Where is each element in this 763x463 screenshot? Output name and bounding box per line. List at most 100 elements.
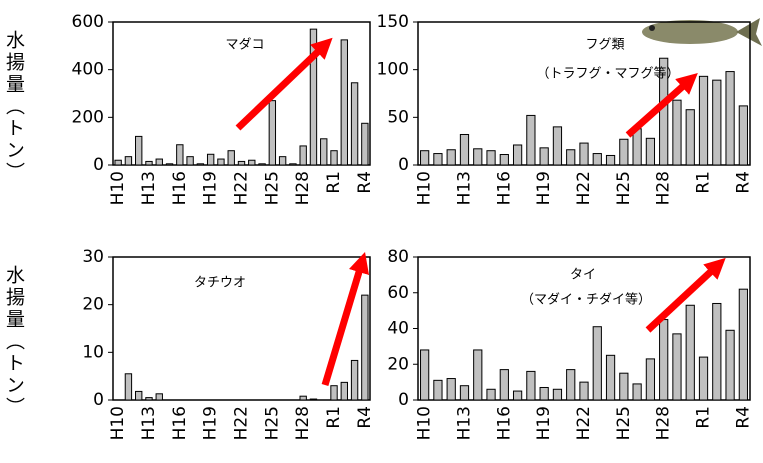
bar	[527, 371, 535, 400]
bar	[125, 374, 131, 400]
bar	[156, 394, 162, 400]
bar	[673, 334, 681, 400]
panel-title: タイ	[570, 268, 596, 283]
x-tick-label: R4	[733, 171, 753, 194]
bar	[513, 391, 521, 400]
x-tick-label: H19	[201, 171, 221, 205]
bar	[487, 151, 495, 165]
y-tick-label: 40	[387, 319, 409, 339]
bar	[269, 101, 275, 165]
bar	[351, 83, 357, 165]
y-tick-label: 600	[72, 12, 104, 32]
bar	[125, 157, 131, 165]
x-tick-label: R4	[355, 406, 375, 429]
bar	[187, 157, 193, 165]
bar	[620, 139, 628, 165]
bar	[739, 289, 747, 400]
bar	[421, 350, 429, 400]
bar	[218, 159, 224, 165]
x-tick-label: H25	[614, 171, 634, 205]
bar	[726, 330, 734, 400]
x-tick-label: R1	[324, 171, 344, 194]
bar	[726, 72, 734, 165]
bar	[513, 145, 521, 165]
bar	[136, 391, 142, 400]
bar	[238, 161, 244, 165]
y-tick-label: 60	[387, 283, 409, 303]
bar	[146, 398, 152, 400]
panel-title: マダコ	[225, 38, 264, 53]
y-tick-label: 10	[82, 342, 104, 362]
x-tick-label: H10	[108, 406, 128, 440]
bar	[540, 387, 548, 400]
x-tick-label: H10	[415, 406, 435, 440]
bar	[474, 350, 482, 400]
bar	[421, 151, 429, 165]
bar	[686, 305, 694, 400]
bar	[279, 157, 285, 165]
bar	[739, 106, 747, 165]
y-tick-label: 400	[72, 60, 104, 80]
bar	[197, 164, 203, 165]
bar	[567, 150, 575, 165]
panel-title: タチウオ	[194, 276, 246, 291]
bar	[713, 303, 721, 400]
bar	[699, 357, 707, 400]
x-tick-label: H22	[574, 171, 594, 205]
panel-subtitle: （マダイ・チダイ等）	[521, 292, 651, 308]
bar	[300, 146, 306, 165]
bar	[166, 164, 172, 165]
panel-title: フグ類	[585, 38, 624, 53]
bar	[527, 115, 535, 165]
bar	[331, 386, 337, 400]
bar	[146, 161, 152, 165]
bar	[362, 295, 368, 400]
bar	[593, 327, 601, 400]
bar	[460, 386, 468, 400]
bar	[341, 40, 347, 165]
x-tick-label: H25	[614, 406, 634, 440]
bar	[567, 370, 575, 400]
bar	[474, 149, 482, 165]
x-tick-label: R1	[694, 171, 714, 194]
bar	[500, 155, 508, 165]
bar	[300, 396, 306, 400]
bar	[580, 143, 588, 165]
bar	[321, 139, 327, 165]
bar	[362, 123, 368, 165]
y-tick-label: 150	[377, 12, 409, 32]
x-tick-label: H19	[534, 406, 554, 440]
bar	[447, 379, 455, 400]
y-tick-label: 20	[387, 354, 409, 374]
x-tick-label: H10	[108, 171, 128, 205]
x-tick-label: H16	[494, 406, 514, 440]
panel-subtitle: （トラフグ・マフグ等）	[536, 66, 679, 82]
bar	[646, 138, 654, 165]
bar	[646, 359, 654, 400]
y-tick-label: 0	[398, 390, 409, 410]
bar	[228, 151, 234, 165]
bar	[136, 136, 142, 165]
x-tick-label: H28	[293, 171, 313, 205]
y-tick-label: 20	[82, 295, 104, 315]
y-axis-label: 水揚量（トン）	[4, 265, 23, 419]
x-tick-label: H13	[139, 406, 159, 440]
y-tick-label: 0	[93, 390, 104, 410]
bar	[699, 76, 707, 165]
bar	[500, 370, 508, 400]
bar	[115, 160, 121, 165]
bar	[177, 145, 183, 165]
bar	[434, 154, 442, 165]
bar	[331, 151, 337, 165]
trend-arrow	[648, 265, 718, 330]
bar	[633, 129, 641, 165]
bar	[487, 389, 495, 400]
y-tick-label: 100	[377, 60, 409, 80]
bar	[606, 355, 614, 400]
x-tick-label: H13	[454, 171, 474, 205]
x-tick-label: R4	[733, 406, 753, 429]
bar	[713, 80, 721, 165]
bar	[580, 382, 588, 400]
x-tick-label: H25	[262, 406, 282, 440]
y-tick-label: 0	[398, 155, 409, 175]
